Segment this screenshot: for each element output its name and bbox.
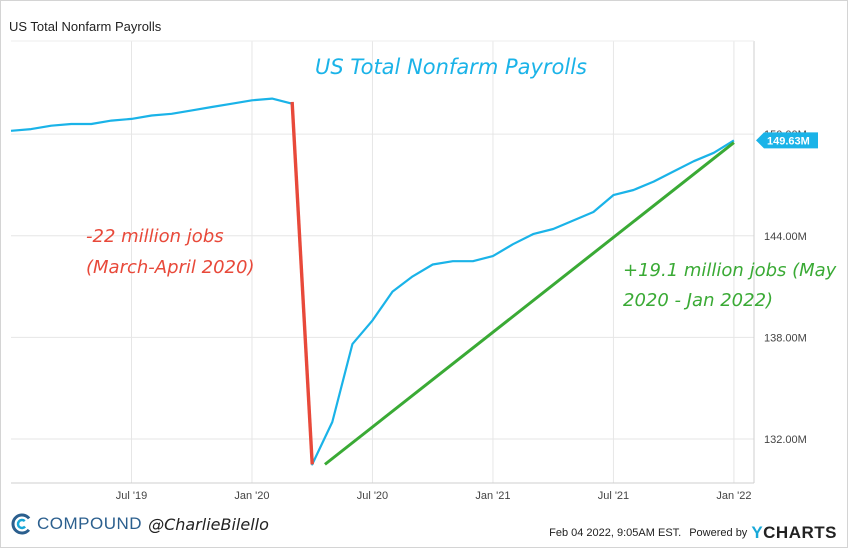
x-tick-label: Jan '22 (716, 490, 751, 502)
header-title: US Total Nonfarm Payrolls (9, 19, 162, 34)
footer-attribution: Feb 04 2022, 9:05AM EST. Powered by YCHA… (549, 523, 837, 543)
chart-title: US Total Nonfarm Payrolls (315, 55, 587, 79)
x-tick-label: Jul '19 (116, 490, 147, 502)
x-tick-label: Jan '21 (475, 490, 510, 502)
x-tick-label: Jan '20 (234, 490, 269, 502)
footer-date: Feb 04 2022, 9:05AM EST. (549, 527, 682, 539)
y-tick-label: 138.00M (764, 332, 807, 344)
y-tick-label: 132.00M (764, 434, 807, 446)
y-tick-label: 144.00M (764, 231, 807, 243)
last-value-badge-shape (756, 132, 818, 149)
ycharts-logo-y: Y (751, 523, 764, 542)
x-axis-ticks: Jul '19 Jan '20 Jul '20 Jan '21 Jul '21 Jan '… (116, 490, 752, 502)
footer-brand: COMPOUND @CharlieBilello (11, 513, 269, 535)
last-value-label: 149.63M (767, 135, 810, 147)
grid-layer (11, 40, 755, 484)
ycharts-logo: YCHARTS (751, 523, 837, 543)
recovery-annotation-line2: 2020 - Jan 2022) (623, 290, 773, 311)
decline-annotation-line1: -22 million jobs (86, 226, 224, 247)
powered-by-text: Powered by (689, 527, 748, 539)
brand-name: COMPOUND (37, 514, 143, 533)
brand-handle: @CharlieBilello (148, 514, 269, 534)
ycharts-logo-rest: CHARTS (763, 523, 837, 542)
x-tick-label: Jul '20 (357, 490, 388, 502)
recovery-annotation-line (324, 141, 735, 466)
decline-annotation-line (290, 101, 314, 465)
x-tick-label: Jul '21 (598, 490, 629, 502)
compound-logo-icon (11, 513, 33, 535)
series-line (10, 97, 735, 466)
last-value-badge: 149.63M (756, 132, 818, 149)
recovery-annotation-line1: +19.1 million jobs (May (623, 260, 837, 281)
decline-annotation-line2: (March-April 2020) (86, 257, 254, 278)
